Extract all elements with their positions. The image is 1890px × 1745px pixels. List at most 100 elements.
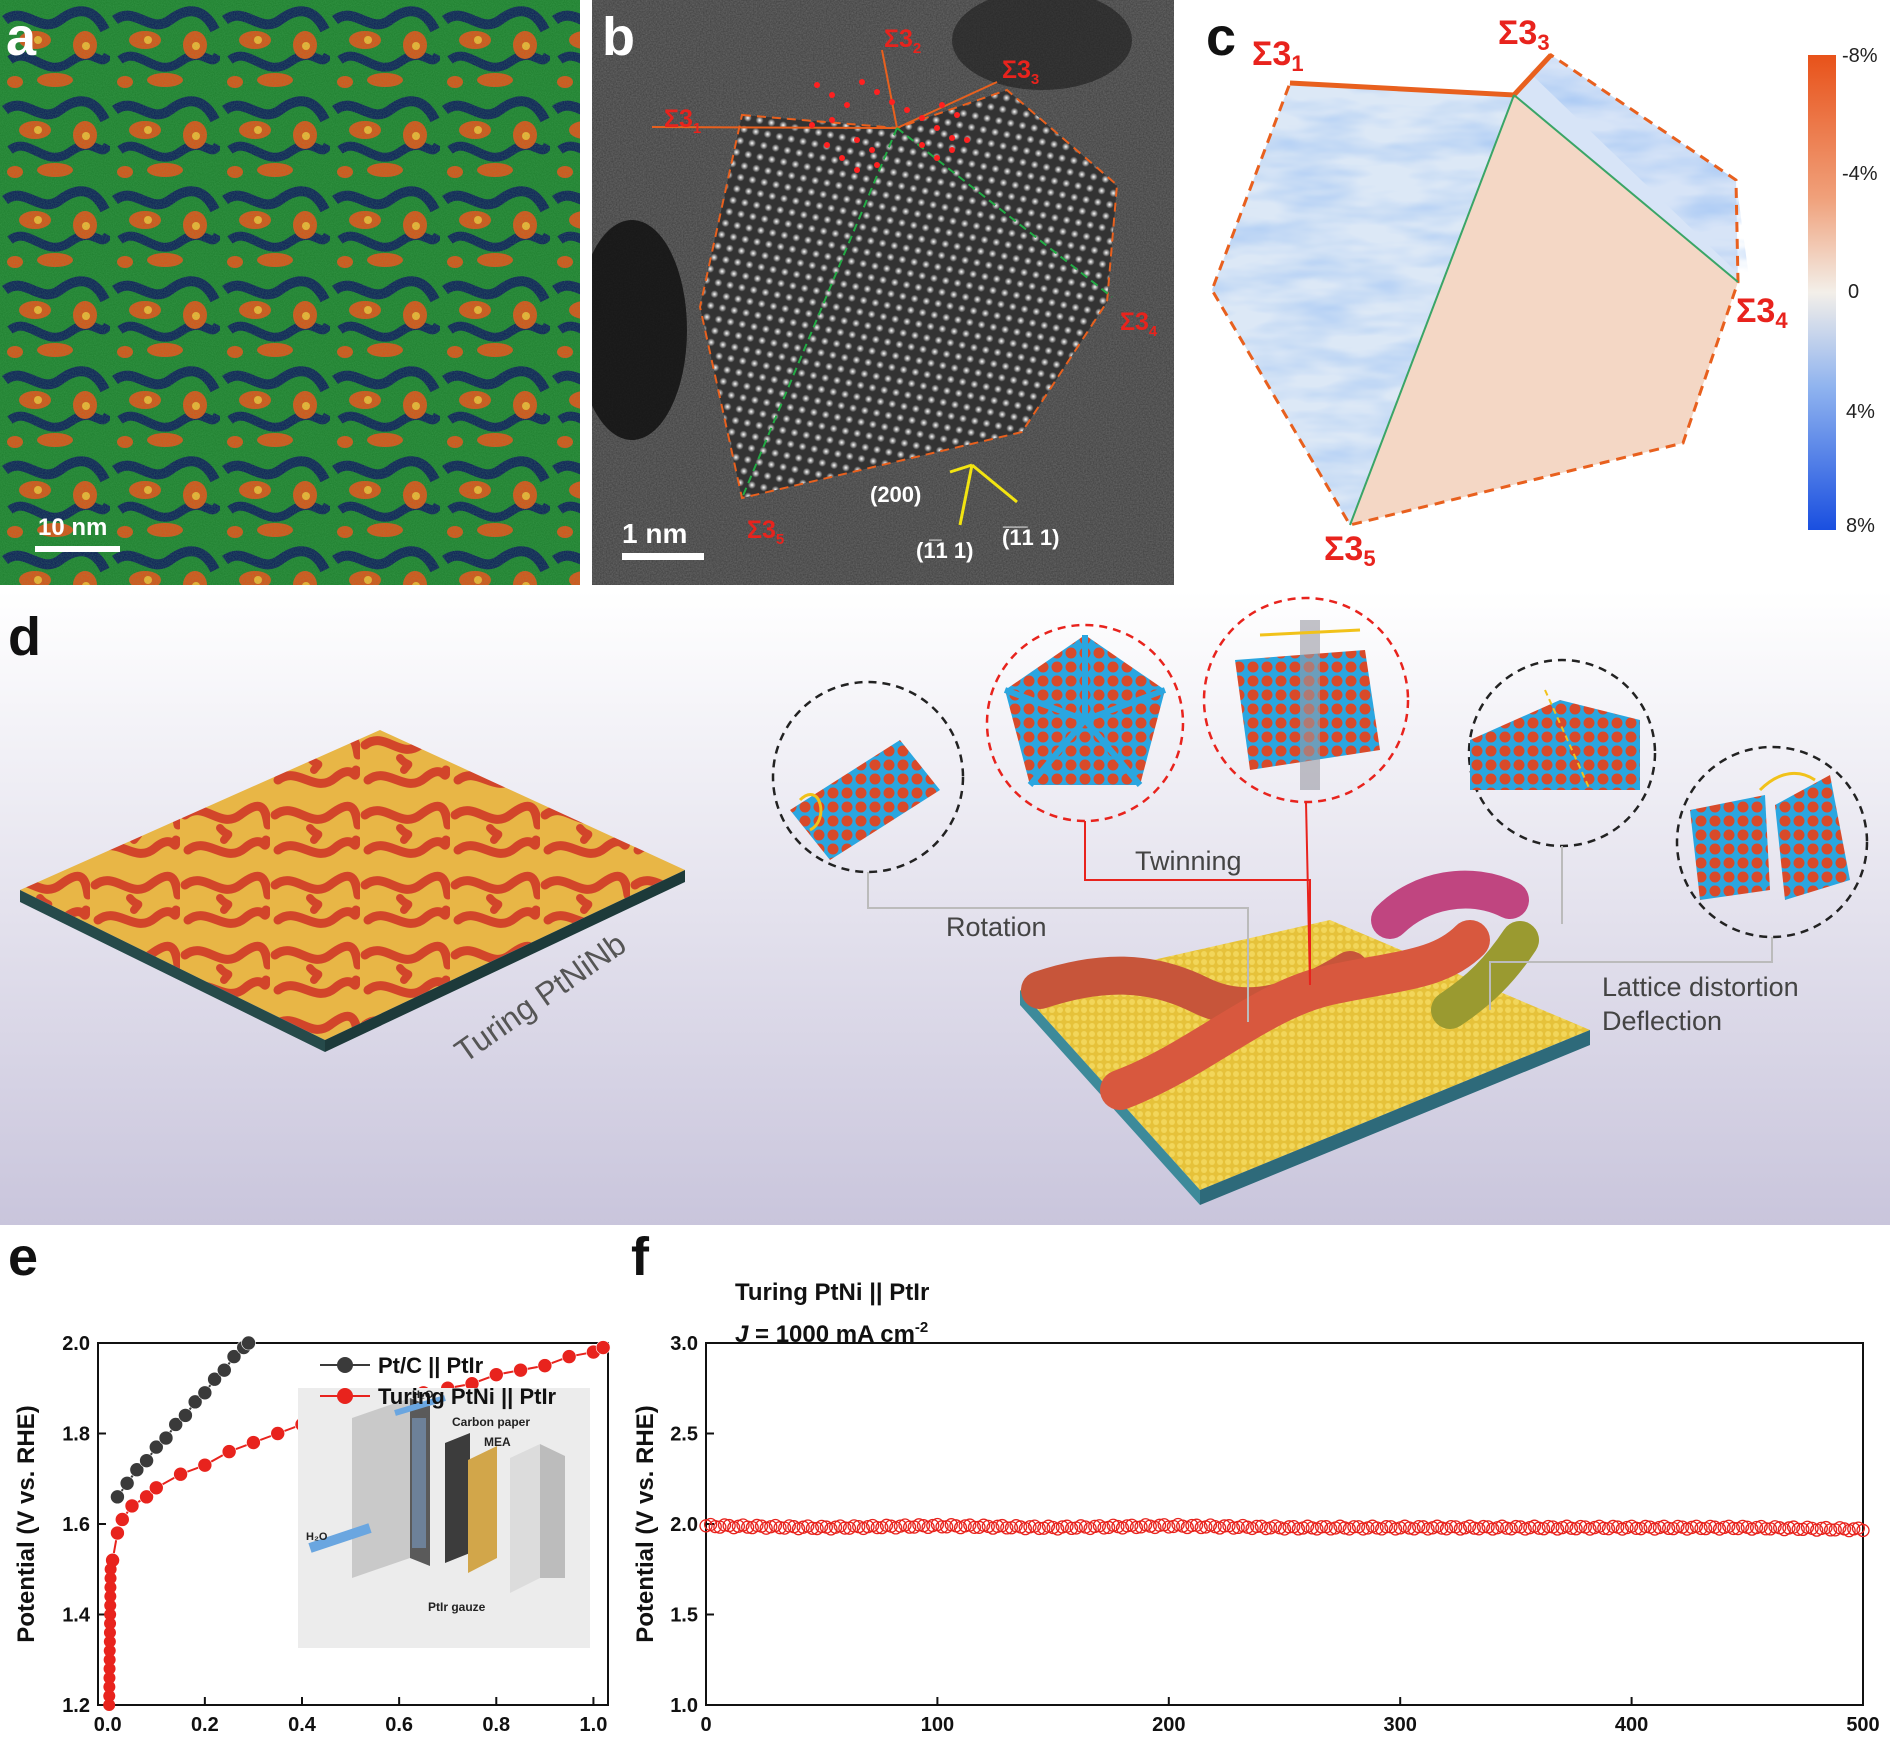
data-point [1324, 1522, 1338, 1536]
sigma-label-1: Σ31 [664, 105, 701, 137]
data-point [805, 1521, 820, 1535]
data-point [1088, 1519, 1102, 1534]
colorbar-tick: 4% [1846, 401, 1875, 423]
data-point [1791, 1522, 1805, 1536]
data-point [104, 1599, 117, 1612]
eds-map-image [0, 0, 580, 585]
legend: Pt/C || PtIr Turing PtNi || PtIr [320, 1353, 557, 1409]
data-point [1597, 1521, 1611, 1535]
y-tick-label: 1.8 [62, 1424, 90, 1446]
data-point [935, 1520, 949, 1534]
y-tick-label: 3.0 [670, 1333, 698, 1355]
data-point [103, 1699, 116, 1711]
data-point [977, 1518, 991, 1532]
data-point [1717, 1520, 1731, 1535]
data-point [990, 1519, 1005, 1533]
colorbar [1808, 55, 1836, 530]
data-point [1736, 1519, 1750, 1533]
data-point [241, 1335, 256, 1351]
data-point [1064, 1521, 1079, 1536]
data-point [207, 1371, 222, 1387]
colorbar-tick: -8% [1842, 45, 1878, 67]
data-point [1338, 1521, 1352, 1535]
data-point [773, 1521, 787, 1535]
data-point [1749, 1520, 1764, 1535]
electrolyzer-inset: H₂O H₂O Carbon paper MEA PtIr gauze [298, 1388, 590, 1648]
data-point [764, 1520, 778, 1534]
data-point [902, 1520, 917, 1534]
data-point [708, 1519, 722, 1534]
data-point [1273, 1521, 1287, 1535]
data-point [1032, 1521, 1046, 1536]
data-point [114, 1512, 130, 1527]
annotation-current: J = 1000 mA cm-2 [735, 1319, 928, 1348]
panel-c: -8% -4% 0 4% 8% Σ31 Σ33 Σ34 Σ35 c [1186, 0, 1890, 585]
data-point [104, 1617, 117, 1630]
data-point [1185, 1518, 1199, 1533]
data-point [139, 1453, 154, 1468]
colorbar-tick: -4% [1842, 163, 1878, 185]
data-point [1412, 1519, 1426, 1534]
data-point [216, 1362, 232, 1378]
defect-twinning-label: Twinning [1135, 846, 1242, 876]
data-point [1499, 1521, 1514, 1535]
data-point [103, 1671, 116, 1684]
y-tick-label: 2.5 [670, 1424, 698, 1446]
data-point [1564, 1521, 1579, 1535]
defect-rotation-label: Rotation [946, 912, 1047, 942]
data-point [1847, 1522, 1861, 1536]
haadf-image: Σ31 Σ32 Σ33 Σ34 Σ35 (200) (1̅1 1) (̅1̅1 … [592, 0, 1174, 585]
data-point [1768, 1520, 1782, 1534]
data-point [944, 1518, 958, 1532]
data-point [1388, 1522, 1403, 1536]
sigma-label-4: Σ34 [1736, 292, 1788, 333]
data-point [750, 1518, 764, 1533]
defect-deflection-label: Deflection [1602, 1006, 1723, 1036]
data-point [103, 1644, 116, 1657]
scale-bar-label: 1 nm [622, 518, 688, 549]
colorbar-tick: 0 [1848, 281, 1859, 303]
data-point [1305, 1521, 1319, 1535]
data-point [148, 1439, 164, 1455]
data-point [1444, 1519, 1458, 1534]
data-point [119, 1475, 135, 1491]
panel-label-f: f [631, 1228, 649, 1287]
data-point [103, 1680, 116, 1693]
data-point [1694, 1521, 1708, 1536]
data-point [847, 1519, 861, 1533]
data-point [1685, 1520, 1699, 1535]
data-point [912, 1518, 926, 1532]
sigma-label-1: Σ31 [1252, 35, 1304, 76]
data-point [1282, 1520, 1296, 1534]
data-point [110, 1525, 125, 1541]
rotation-inset [771, 680, 965, 874]
data-point [103, 1635, 116, 1648]
x-tick-label: 500 [1846, 1714, 1879, 1736]
inset-ptir-gauze: PtIr gauze [428, 1600, 486, 1614]
legend-item-ptc: Pt/C || PtIr [378, 1353, 484, 1378]
data-point [537, 1358, 553, 1373]
schematic-illustration [0, 590, 1890, 1225]
panel-b: Σ31 Σ32 Σ33 Σ34 Σ35 (200) (1̅1 1) (̅1̅1 … [592, 0, 1174, 585]
data-point [173, 1466, 188, 1482]
data-point [1638, 1519, 1653, 1534]
data-point [1250, 1519, 1264, 1534]
annotation-catalyst: Turing PtNi || PtIr [735, 1279, 929, 1306]
data-point [1606, 1519, 1620, 1534]
sigma-label-5: Σ35 [1324, 530, 1376, 571]
data-point [1814, 1521, 1828, 1536]
data-point [1129, 1520, 1144, 1535]
data-point [103, 1662, 116, 1675]
inset-h2o-top: H₂O [412, 1389, 434, 1401]
data-point [158, 1430, 174, 1446]
data-point [197, 1457, 213, 1473]
data-point [103, 1689, 116, 1702]
data-point [782, 1519, 796, 1533]
scale-bar [35, 546, 120, 552]
data-point [139, 1489, 154, 1505]
data-point [861, 1520, 875, 1534]
data-point [168, 1417, 184, 1432]
data-point [1194, 1520, 1208, 1535]
data-point [1356, 1522, 1370, 1536]
data-point [513, 1362, 528, 1378]
